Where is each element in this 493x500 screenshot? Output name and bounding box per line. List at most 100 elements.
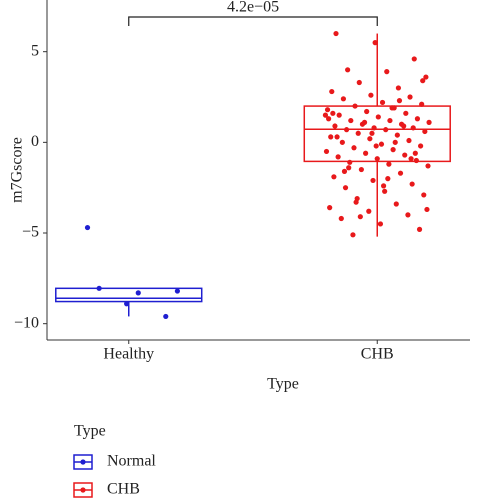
point: [346, 165, 352, 171]
point: [326, 116, 332, 122]
point: [338, 215, 344, 222]
point: [373, 143, 379, 149]
point: [390, 147, 396, 153]
point: [353, 199, 359, 205]
point: [384, 69, 390, 75]
point: [322, 112, 329, 118]
point: [361, 119, 368, 125]
point: [423, 74, 429, 80]
point: [351, 145, 357, 151]
legend-key-dot: [80, 459, 86, 465]
point: [383, 127, 389, 133]
x-axis-title: Type: [267, 376, 299, 393]
point: [124, 301, 130, 307]
legend-label: Normal: [107, 453, 156, 470]
point: [358, 166, 364, 173]
point: [323, 148, 330, 155]
point: [386, 161, 392, 167]
point: [375, 114, 381, 120]
point: [389, 105, 395, 111]
point: [405, 212, 411, 218]
y-tick-label: 0: [31, 133, 39, 150]
p-value: 4.2e−05: [227, 0, 279, 16]
point: [394, 132, 400, 138]
point: [378, 141, 385, 147]
point: [420, 78, 426, 84]
point: [424, 206, 430, 213]
point: [425, 163, 431, 169]
x-tick-label: CHB: [361, 346, 394, 363]
point: [411, 56, 417, 62]
point: [380, 183, 387, 189]
point: [410, 125, 416, 131]
point: [374, 156, 380, 162]
point: [345, 67, 351, 73]
point: [369, 130, 375, 136]
point: [412, 150, 418, 156]
point: [397, 170, 404, 176]
point: [387, 117, 393, 124]
point: [330, 110, 336, 116]
point: [421, 192, 427, 198]
y-axis-title: m7Gscore: [9, 137, 26, 203]
point: [343, 127, 350, 133]
point: [350, 232, 356, 238]
point: [385, 176, 391, 182]
point: [329, 88, 335, 95]
point: [96, 285, 102, 291]
point: [342, 185, 349, 191]
point: [382, 188, 388, 194]
point: [422, 128, 428, 135]
point: [414, 116, 421, 122]
point: [368, 92, 374, 98]
y-tick-label: −5: [22, 224, 39, 241]
point: [366, 208, 372, 214]
point: [328, 134, 334, 140]
point: [334, 134, 340, 140]
legend-label: CHB: [107, 481, 140, 498]
point: [395, 85, 401, 91]
point: [401, 123, 407, 129]
point: [402, 152, 408, 158]
point: [163, 313, 169, 320]
point: [352, 103, 358, 109]
point: [174, 288, 180, 294]
point: [333, 30, 339, 37]
legend-key-dot: [80, 487, 86, 493]
point: [408, 156, 414, 162]
point: [370, 177, 376, 184]
y-tick-label: 5: [31, 42, 39, 59]
point: [377, 221, 384, 227]
point: [367, 136, 373, 142]
y-tick-label: −10: [14, 314, 39, 331]
point: [371, 125, 377, 131]
legend-title: Type: [74, 423, 106, 440]
point: [336, 112, 342, 118]
point: [324, 107, 331, 113]
point: [332, 123, 338, 129]
point: [84, 224, 91, 231]
point: [418, 143, 424, 149]
point: [379, 99, 386, 106]
point: [339, 139, 345, 145]
point: [327, 205, 333, 211]
x-tick-label: Healthy: [103, 346, 154, 363]
significance-bracket: [128, 16, 378, 26]
point: [135, 290, 141, 296]
point: [340, 96, 347, 102]
point: [347, 159, 353, 165]
point: [341, 168, 348, 174]
point: [363, 150, 369, 156]
point: [331, 174, 337, 180]
point: [426, 119, 432, 125]
point: [335, 154, 341, 160]
point: [409, 181, 415, 187]
point: [396, 98, 403, 104]
point: [392, 139, 398, 145]
point: [364, 108, 370, 115]
point: [407, 94, 413, 100]
point: [403, 110, 409, 116]
point: [416, 226, 423, 232]
